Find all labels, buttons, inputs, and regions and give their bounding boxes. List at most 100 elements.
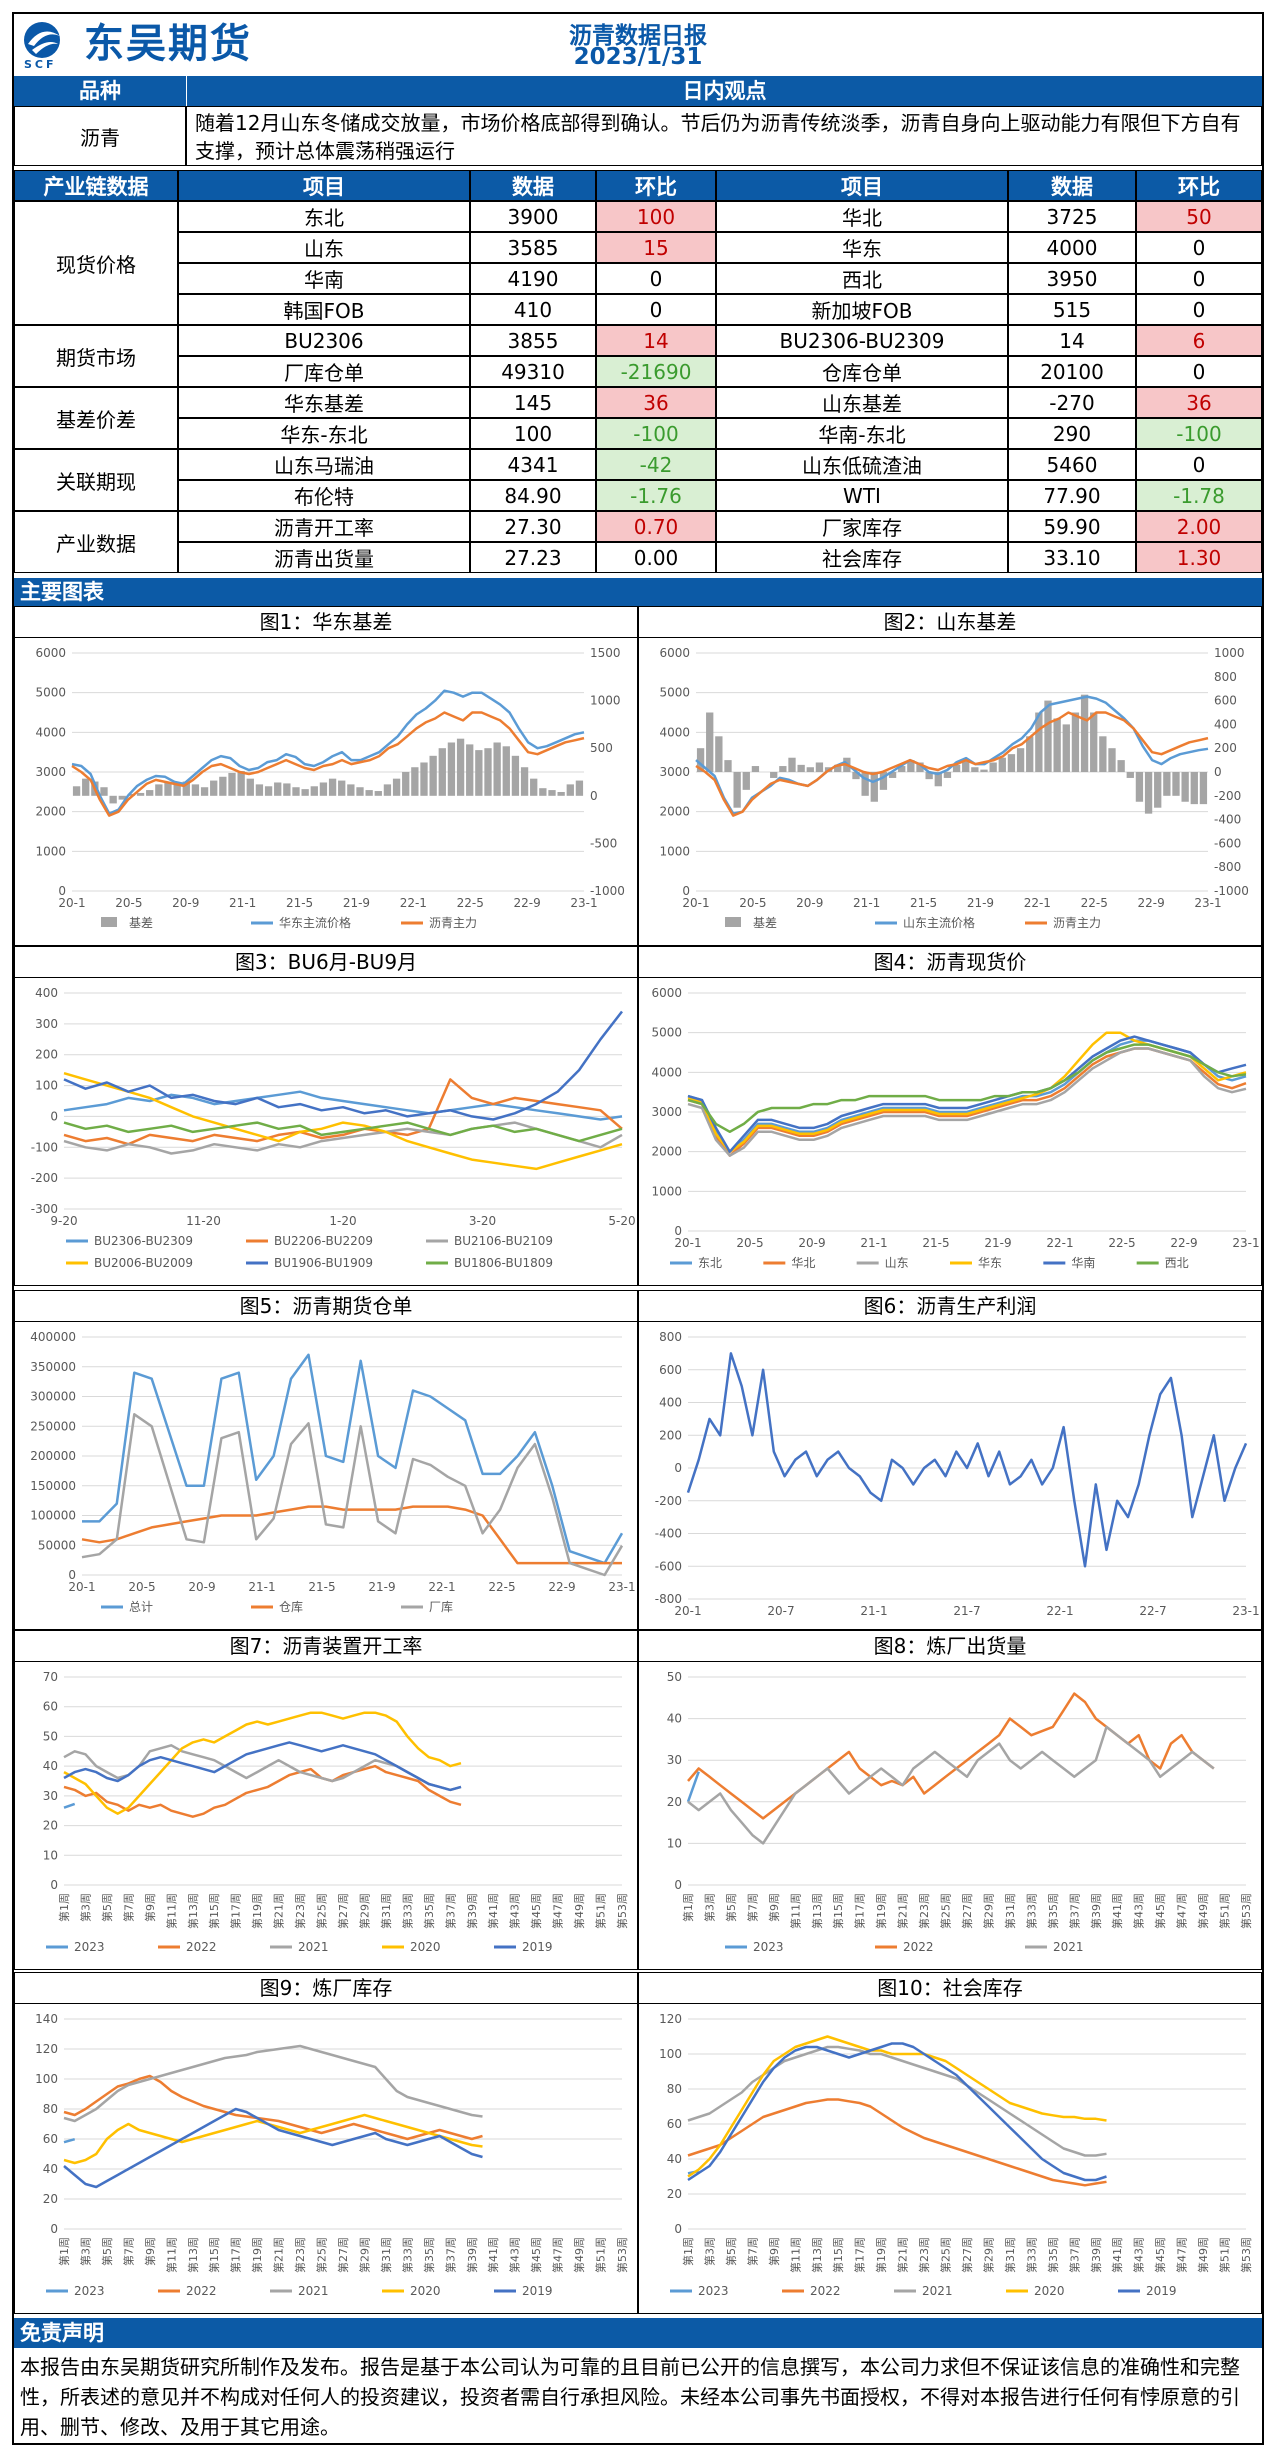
bar-mark (118, 795, 126, 800)
bar-mark (1144, 772, 1153, 814)
bar-mark (100, 787, 108, 796)
bar-mark (779, 766, 787, 772)
legend-label: 2020 (410, 1940, 441, 1954)
y-tick-label: 100000 (30, 1509, 76, 1523)
y-tick-label: 4000 (659, 725, 690, 739)
bar-mark (806, 767, 814, 772)
bar-mark (1071, 712, 1080, 772)
y-tick-label: 0 (68, 1568, 76, 1582)
y-tick-label: 60 (43, 2132, 58, 2146)
x-tick-label: 20-1 (68, 1580, 95, 1594)
x-tick-label: 第21周 (272, 2237, 286, 2273)
bar-mark (898, 766, 906, 772)
bar-mark (989, 762, 997, 772)
legend-label: 东北 (698, 1256, 722, 1270)
x-tick-label: 20-1 (674, 1604, 701, 1618)
x-tick-label: 第43周 (508, 1893, 522, 1929)
x-tick-label: 第27周 (960, 1893, 974, 1929)
x-tick-label: 第7周 (745, 1893, 759, 1922)
table-change: 0 (1136, 449, 1262, 480)
x-tick-label: 第1周 (681, 2237, 695, 2266)
y-tick-label: 350000 (30, 1360, 76, 1374)
x-tick-label: 21-9 (984, 1236, 1011, 1250)
x-tick-label: 第31周 (1003, 2237, 1017, 2273)
bar-mark (1090, 712, 1098, 772)
bar-mark (319, 782, 328, 796)
bar-mark (383, 784, 392, 796)
table-change: 0.70 (596, 511, 716, 542)
table-change: 0 (1136, 263, 1262, 294)
table-value: 4000 (1008, 232, 1136, 263)
table-item: BU2306-BU2309 (716, 325, 1008, 356)
x-tick-label: 22-9 (1170, 1236, 1197, 1250)
chart-title: 图10：社会库存 (639, 1973, 1261, 2004)
x-tick-label: 第17周 (853, 1893, 867, 1929)
table-group-name: 基差价差 (14, 387, 178, 449)
x-tick-label: 第41周 (486, 2237, 500, 2273)
report-date: 2023/1/31 (573, 44, 703, 70)
x-tick-label: 第13周 (810, 1893, 824, 1929)
table-change: 0 (1136, 232, 1262, 263)
x-tick-label: 第23周 (917, 2237, 931, 2273)
table-value: 27.30 (470, 511, 596, 542)
x-tick-label: 第25周 (315, 2237, 329, 2273)
x-tick-label: 第39周 (465, 1893, 479, 1929)
x-tick-label: 第47周 (1175, 2237, 1189, 2273)
table-value: 4190 (470, 263, 596, 294)
bar-mark (264, 786, 273, 796)
y-tick-label: 5000 (651, 1026, 682, 1040)
table-value: -270 (1008, 387, 1136, 418)
series-line (82, 1353, 624, 1565)
series-line (687, 1043, 1247, 1134)
bar-mark (1190, 772, 1198, 805)
y-tick-label: -600 (655, 1559, 682, 1573)
bar-mark (980, 769, 988, 772)
x-tick-label: 22-1 (1024, 896, 1051, 910)
x-tick-label: 22-1 (400, 896, 427, 910)
x-tick-label: 第49周 (572, 2237, 586, 2273)
x-tick-label: 20-1 (682, 896, 709, 910)
y-tick-label: 80 (667, 2082, 682, 2096)
x-tick-label: 第39周 (465, 2237, 479, 2273)
bar-mark (815, 762, 824, 772)
x-tick-label: 22-1 (1046, 1604, 1073, 1618)
legend-label: 2019 (522, 1940, 553, 1954)
table-value: 100 (470, 418, 596, 449)
series-line (71, 689, 585, 815)
y-tick-label: 4000 (651, 1065, 682, 1079)
x-tick-label: 23-1 (1232, 1236, 1259, 1250)
legend-label: BU2306-BU2309 (94, 1234, 193, 1248)
y-right-tick-label: -200 (1214, 789, 1241, 803)
bar-mark (72, 786, 81, 796)
table-item: 山东低硫渣油 (716, 449, 1008, 480)
y-tick-label: -800 (655, 1592, 682, 1606)
legend-label: BU2206-BU2209 (274, 1234, 373, 1248)
bar-mark (136, 792, 145, 796)
bar-mark (706, 712, 714, 772)
table-value: 3725 (1008, 201, 1136, 232)
bar-mark (127, 793, 136, 796)
table-change: 0 (1136, 356, 1262, 387)
bar-mark (520, 767, 529, 796)
bar-mark (155, 784, 163, 796)
legend-label: 2021 (1053, 1940, 1084, 1954)
series-line (63, 2044, 483, 2123)
x-tick-label: 第37周 (443, 1893, 457, 1929)
legend-label: 2020 (1034, 2284, 1065, 2298)
bar-mark (934, 772, 942, 787)
bar-mark (1062, 724, 1070, 772)
company-logo-icon (24, 22, 60, 58)
y-tick-label: 1000 (35, 844, 66, 858)
y-tick-label: 300 (35, 1017, 58, 1031)
company-logo: 东吴期货 SCF (20, 18, 290, 71)
table-item: 韩国FOB (178, 294, 470, 325)
table-header-3: 环比 (596, 170, 716, 201)
table-change: 14 (596, 325, 716, 356)
table-value: 5460 (1008, 449, 1136, 480)
series-line (687, 1047, 1247, 1157)
x-tick-label: 第7周 (121, 2237, 135, 2266)
y-tick-label: 10 (43, 1848, 58, 1862)
y-tick-label: 0 (50, 1109, 58, 1123)
x-tick-label: 第35周 (1046, 2237, 1060, 2273)
